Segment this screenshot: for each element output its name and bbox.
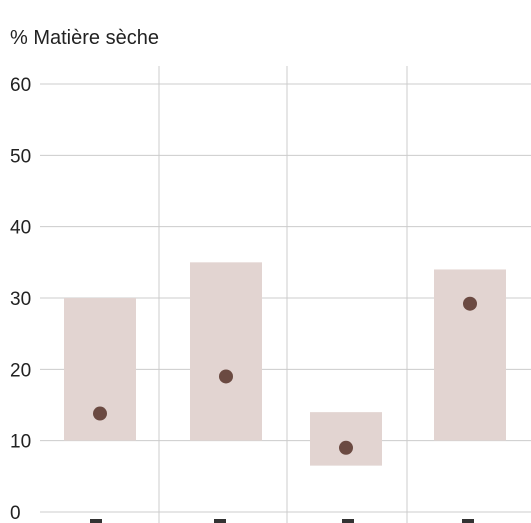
y-tick-label: 60 [10, 75, 31, 96]
range-bars [64, 262, 506, 466]
range-bar-4 [434, 269, 506, 441]
x-tick-label-fragment-2 [214, 519, 226, 523]
x-tick-label-fragment-1 [90, 519, 102, 523]
data-point-3 [339, 440, 353, 455]
x-tick-label-fragment-4 [462, 519, 474, 523]
range-bar-3 [310, 412, 382, 466]
y-tick-label: 10 [10, 432, 31, 453]
data-point-4 [463, 296, 477, 311]
y-tick-labels: 0 10 20 30 40 50 60 [10, 75, 474, 523]
y-tick-label: 20 [10, 360, 31, 381]
y-tick-label: 40 [10, 218, 31, 239]
data-point-1 [93, 406, 107, 421]
x-tick-label-fragment-3 [342, 519, 354, 523]
y-tick-label: 0 [10, 503, 21, 523]
y-axis-label: % Matière sèche [10, 27, 159, 49]
data-points [93, 296, 477, 455]
range-bar-2 [190, 262, 262, 441]
data-point-2 [219, 369, 233, 384]
y-tick-label: 50 [10, 146, 31, 167]
y-tick-label: 30 [10, 289, 31, 310]
